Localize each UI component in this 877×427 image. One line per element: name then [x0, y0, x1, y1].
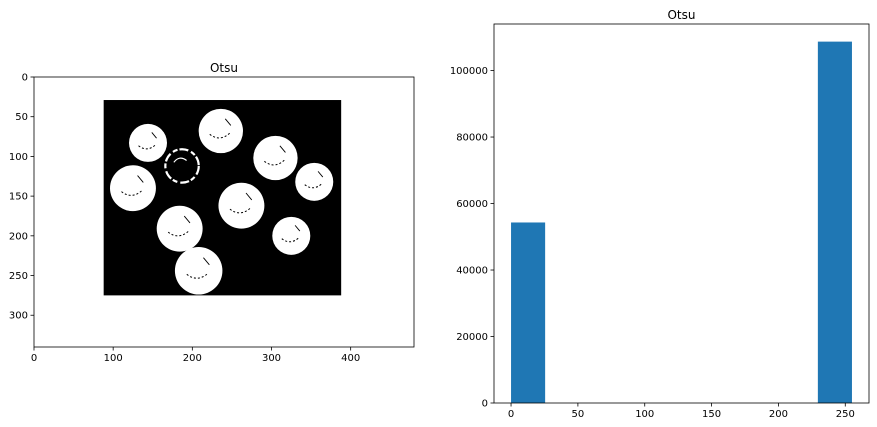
histogram-x-ticks: 0 50 100 150 200 250: [508, 403, 855, 420]
coin-8: [156, 205, 203, 252]
image-y-tick-label: 100: [9, 152, 28, 163]
coin-1-detail: [138, 144, 156, 150]
histogram-bar-10: [817, 41, 852, 403]
histogram-x-tick-label: 200: [769, 409, 788, 420]
histogram-y-tick-label: 100000: [450, 66, 488, 77]
coin-6-mark: [317, 171, 324, 178]
image-x-ticks: 0 100 200 300 400: [31, 347, 360, 364]
coin-10-detail: [186, 272, 209, 279]
coin-2-detail: [209, 132, 231, 139]
coin-2-mark: [224, 118, 232, 126]
coin-8-mark: [183, 215, 191, 224]
coin-3-detail: [264, 159, 285, 166]
histogram-y-tick-label: 0: [482, 399, 488, 410]
coin-3-mark: [279, 145, 286, 153]
coin-5: [109, 165, 156, 212]
coin-7-detail: [229, 207, 251, 214]
otsu-histogram-panel: Otsu 0 50 100 150 200 250 0 20000 40000 60000 800…: [450, 8, 870, 420]
image-x-tick-label: 200: [183, 353, 202, 364]
histogram-y-tick-label: 20000: [456, 332, 488, 343]
image-y-tick-label: 300: [9, 311, 28, 322]
coin-6-detail: [304, 183, 323, 189]
histogram-x-tick-label: 0: [508, 409, 514, 420]
coin-6: [295, 162, 334, 201]
histogram-x-tick-label: 150: [702, 409, 721, 420]
histogram-axes-frame: [493, 23, 870, 404]
image-title: Otsu: [210, 61, 238, 75]
histogram-bars: [511, 41, 852, 403]
histogram-y-tick-label: 40000: [456, 266, 488, 277]
coin-1-mark: [151, 132, 157, 139]
image-y-tick-label: 250: [9, 271, 28, 282]
coin-5-mark: [137, 175, 144, 183]
image-x-tick-label: 0: [31, 353, 37, 364]
image-x-tick-label: 100: [104, 353, 123, 364]
histogram-x-tick-label: 100: [635, 409, 654, 420]
histogram-bar-1: [511, 222, 546, 403]
coin-1: [129, 123, 167, 162]
image-y-tick-label: 200: [9, 231, 28, 242]
image-y-ticks: 0 50 100 150 200 250 300: [9, 73, 34, 322]
image-x-tick-label: 300: [262, 353, 281, 364]
coin-10-mark: [203, 257, 210, 266]
image-x-tick-label: 400: [341, 353, 360, 364]
image-y-tick-label: 0: [22, 73, 28, 84]
coin-5-detail: [121, 190, 143, 196]
histogram-y-tick-label: 80000: [456, 133, 488, 144]
coin-4: [164, 148, 200, 184]
histogram-y-tick-label: 60000: [456, 199, 488, 210]
thresholded-image: [34, 77, 414, 347]
coin-9: [272, 216, 311, 255]
coin-4-speckle: [173, 157, 187, 163]
histogram-title: Otsu: [667, 8, 695, 22]
coin-3: [253, 135, 298, 181]
coin-10: [174, 247, 223, 295]
otsu-image-panel: Otsu 0 100 200 300 400 0 50 100 150 200 250 300: [9, 61, 415, 364]
coin-9-detail: [281, 237, 300, 243]
coin-8-detail: [167, 230, 190, 237]
coin-9-mark: [294, 225, 301, 232]
image-y-tick-label: 150: [9, 192, 28, 203]
coin-7: [218, 182, 265, 229]
image-y-tick-label: 50: [15, 112, 28, 123]
coin-7-mark: [245, 192, 253, 201]
image-axes-frame: [33, 76, 415, 348]
coin-2: [198, 108, 243, 154]
histogram-x-tick-label: 50: [572, 409, 585, 420]
histogram-x-tick-label: 250: [836, 409, 855, 420]
histogram-y-ticks: 0 20000 40000 60000 80000 100000: [450, 66, 494, 410]
